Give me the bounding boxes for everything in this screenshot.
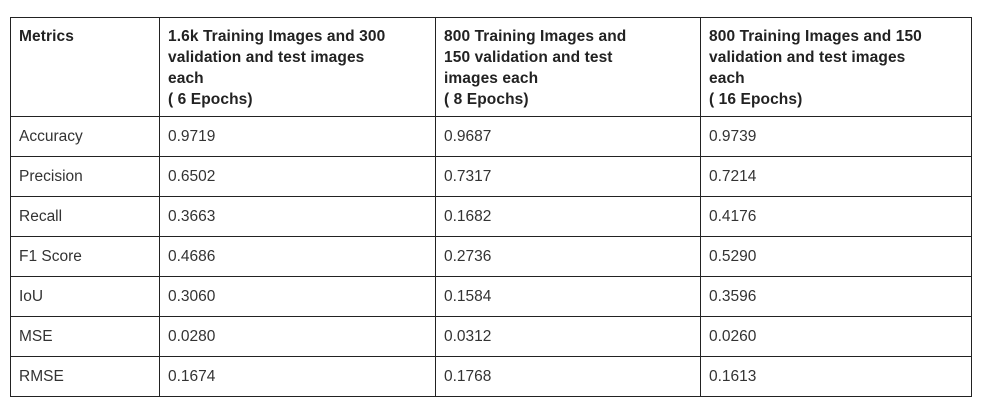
- value-cell: 0.0280: [159, 316, 436, 357]
- header-line: ( 8 Epochs): [444, 91, 529, 108]
- table-row: Accuracy 0.9719 0.9687 0.9739: [10, 116, 972, 157]
- table-row: MSE 0.0280 0.0312 0.0260: [10, 316, 972, 357]
- value-cell: 0.9739: [700, 116, 972, 157]
- header-config-2: 800 Training Images and 150 validation a…: [435, 17, 701, 117]
- header-line: ( 16 Epochs): [709, 91, 803, 108]
- value-cell: 0.4176: [700, 196, 972, 237]
- value-cell: 0.4686: [159, 236, 436, 277]
- header-line: 800 Training Images and: [444, 28, 627, 45]
- value-cell: 0.3596: [700, 276, 972, 317]
- header-line: Metrics: [19, 28, 74, 45]
- value-cell: 0.7214: [700, 156, 972, 197]
- value-cell: 0.1674: [159, 356, 436, 397]
- value-cell: 0.1584: [435, 276, 701, 317]
- metric-name-cell: MSE: [10, 316, 160, 357]
- table-row: IoU 0.3060 0.1584 0.3596: [10, 276, 972, 317]
- value-cell: 0.0260: [700, 316, 972, 357]
- table-row: RMSE 0.1674 0.1768 0.1613: [10, 356, 972, 397]
- header-line: each: [168, 70, 204, 87]
- value-cell: 0.1682: [435, 196, 701, 237]
- header-config-1: 1.6k Training Images and 300 validation …: [159, 17, 436, 117]
- header-metrics: Metrics: [10, 17, 160, 117]
- value-cell: 0.1613: [700, 356, 972, 397]
- table-row: Recall 0.3663 0.1682 0.4176: [10, 196, 972, 237]
- value-cell: 0.2736: [435, 236, 701, 277]
- value-cell: 0.9719: [159, 116, 436, 157]
- metrics-table-container: Metrics 1.6k Training Images and 300 val…: [10, 17, 972, 397]
- value-cell: 0.3060: [159, 276, 436, 317]
- value-cell: 0.5290: [700, 236, 972, 277]
- value-cell: 0.9687: [435, 116, 701, 157]
- value-cell: 0.1768: [435, 356, 701, 397]
- header-line: 150 validation and test: [444, 49, 613, 66]
- metric-name-cell: Recall: [10, 196, 160, 237]
- metric-name-cell: Precision: [10, 156, 160, 197]
- metric-name-cell: F1 Score: [10, 236, 160, 277]
- metric-name-cell: Accuracy: [10, 116, 160, 157]
- table-row: Precision 0.6502 0.7317 0.7214: [10, 156, 972, 197]
- header-line: validation and test images: [168, 49, 365, 66]
- value-cell: 0.3663: [159, 196, 436, 237]
- value-cell: 0.0312: [435, 316, 701, 357]
- table-header-row: Metrics 1.6k Training Images and 300 val…: [10, 17, 972, 117]
- header-line: ( 6 Epochs): [168, 91, 253, 108]
- header-line: images each: [444, 70, 539, 87]
- header-config-3: 800 Training Images and 150 validation a…: [700, 17, 972, 117]
- header-line: 1.6k Training Images and 300: [168, 28, 386, 45]
- value-cell: 0.7317: [435, 156, 701, 197]
- metrics-table: Metrics 1.6k Training Images and 300 val…: [10, 17, 972, 397]
- value-cell: 0.6502: [159, 156, 436, 197]
- table-row: F1 Score 0.4686 0.2736 0.5290: [10, 236, 972, 277]
- metric-name-cell: IoU: [10, 276, 160, 317]
- header-line: validation and test images: [709, 49, 906, 66]
- header-line: 800 Training Images and 150: [709, 28, 922, 45]
- metric-name-cell: RMSE: [10, 356, 160, 397]
- header-line: each: [709, 70, 745, 87]
